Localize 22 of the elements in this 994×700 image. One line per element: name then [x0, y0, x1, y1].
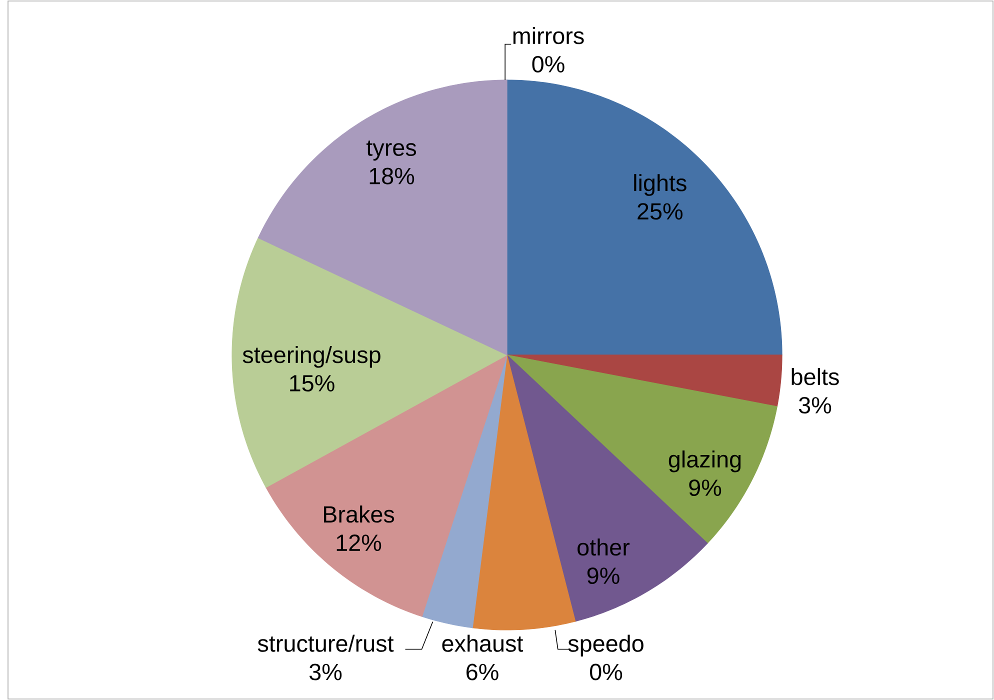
- slice-label: Brakes: [324, 506, 394, 523]
- slice-label: steering/susp: [242, 346, 380, 368]
- slice-label: lights: [634, 174, 686, 196]
- slice-label: belts: [792, 368, 839, 386]
- data-label: 25%: [638, 203, 682, 220]
- data-label: 15%: [290, 375, 334, 392]
- data-label: 18%: [370, 168, 414, 184]
- slice-label: glazing: [668, 450, 741, 472]
- data-label: 3%: [309, 664, 342, 680]
- text: 0%: [532, 56, 564, 73]
- data-label: 12%: [336, 534, 382, 551]
- legend-label: speedo: [568, 634, 644, 657]
- slice-label: structure/rust: [258, 634, 394, 652]
- category-label: mirrors: [513, 26, 584, 44]
- data-label: 9%: [587, 567, 620, 584]
- data-label: 9%: [689, 479, 722, 496]
- data-label: 3%: [798, 396, 832, 414]
- slice-label: exhaust: [442, 634, 524, 652]
- text: 0%: [590, 664, 622, 680]
- slice-label: tyres: [366, 140, 416, 161]
- data-label: 6%: [466, 664, 498, 680]
- slice-label: other: [578, 538, 630, 556]
